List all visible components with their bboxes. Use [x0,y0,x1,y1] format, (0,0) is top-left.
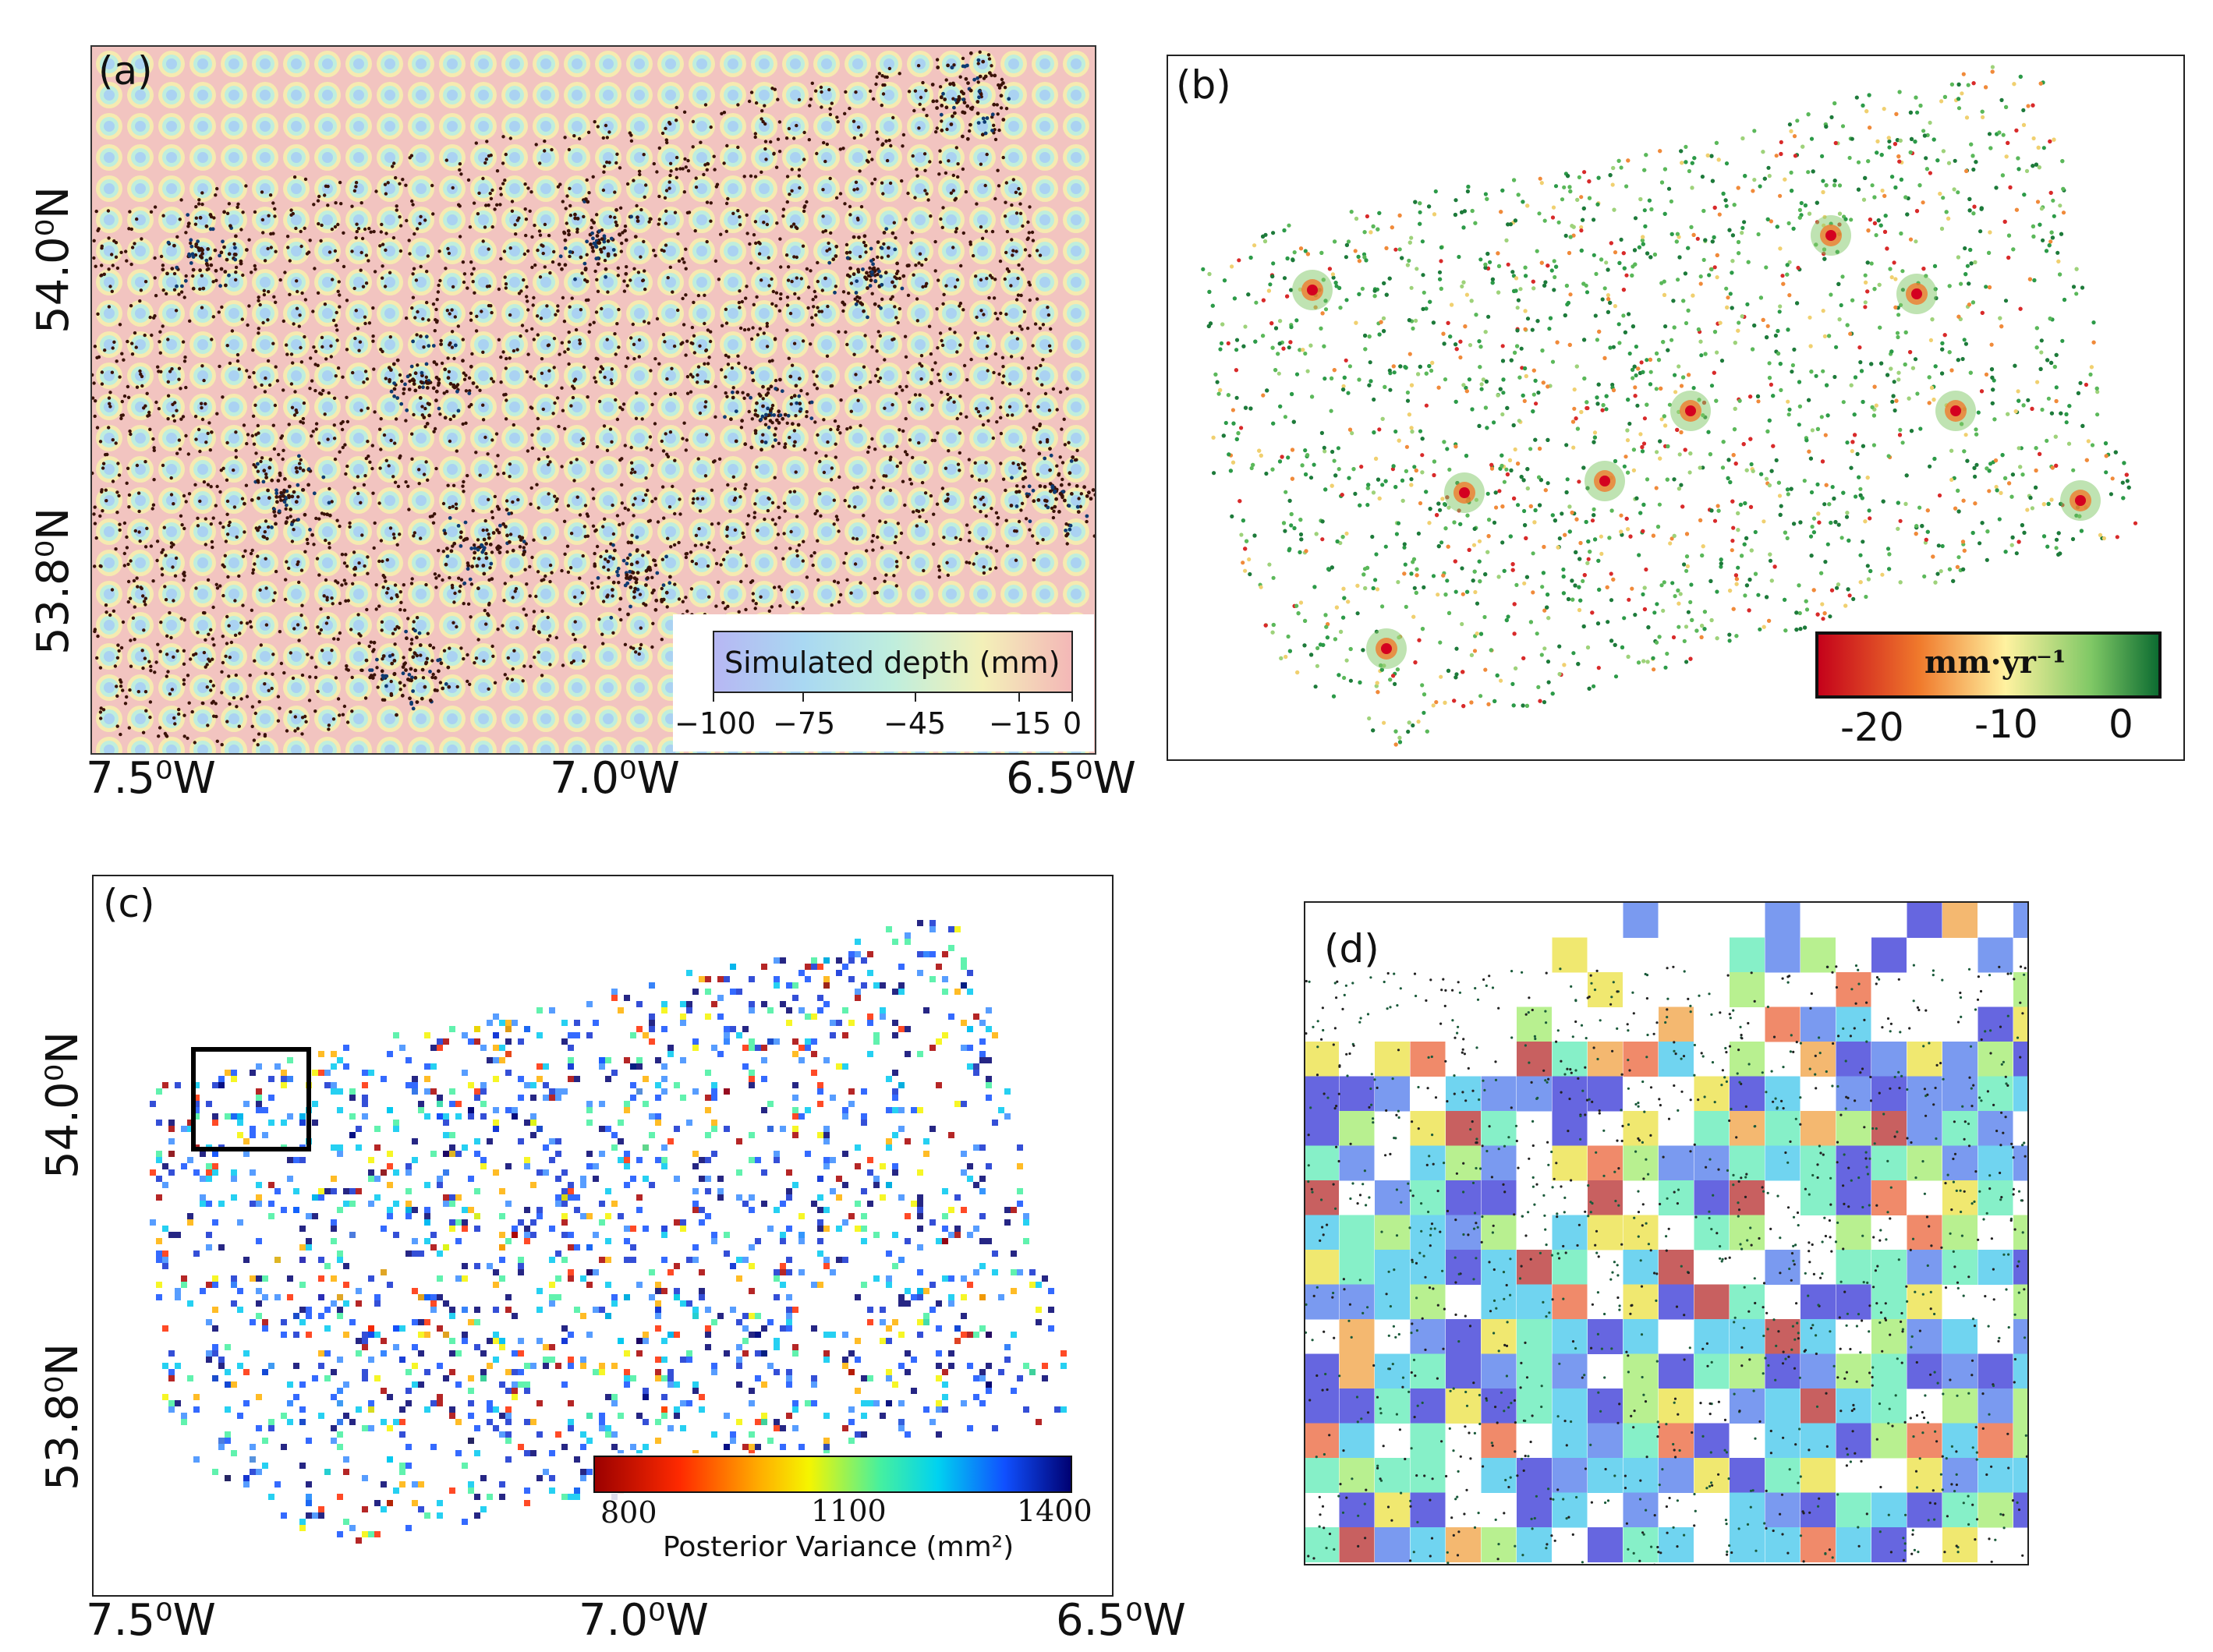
panel-d-points [1305,964,2027,1564]
panel-a-legend-tick-1: −100 [675,706,756,741]
panel-c-colorbar-tick-3: 1400 [1017,1494,1092,1528]
panel-c-colorbar-tick-1: 800 [600,1495,657,1530]
panel-a-legend-tick-5: 0 [1063,706,1082,741]
panel-b: (b) mm·yr⁻¹ -20 -10 0 [1167,55,2185,761]
panel-c-colorbar-tick-2: 1100 [811,1494,887,1528]
panel-c-xtick-2: 7.0⁰W [579,1595,709,1646]
panel-b-colorbar: mm·yr⁻¹ -20 -10 0 [1815,631,2162,758]
panel-a-points [92,50,1095,747]
panel-c-inset-box [191,1047,311,1151]
panel-a: (a) Simulated depth (mm) −100 −75 −45 [90,45,1096,755]
panel-a-xtick-1: 7.5⁰W [86,753,216,804]
panel-b-colorbar-title: mm·yr⁻¹ [1924,644,2066,681]
panel-a-legend-bar [713,631,1073,702]
panel-d-label: (d) [1324,926,1379,971]
panel-c-ytick-2: 53.8⁰N [37,1342,88,1491]
panel-a-ytick-1: 54.0⁰N [28,186,79,334]
panel-b-map [1201,65,2138,747]
panel-c-ytick-1: 54.0⁰N [37,1031,88,1179]
panel-c-cells [150,920,1067,1544]
panel-a-legend-tick-2: −75 [773,706,836,741]
panel-d-grid [1305,903,2027,1564]
panel-d-cells [1305,903,2027,1562]
panel-c-xtick-1: 7.5⁰W [86,1595,216,1646]
panel-b-colorbar-tick-2: -10 [1974,702,2038,747]
panel-c-colorbar-bar [593,1456,1072,1493]
panel-b-colorbar-tick-1: -20 [1840,705,1904,750]
panel-c-colorbar: 800 1100 1400 Posterior Variance (mm²) [593,1453,1092,1578]
panel-c-label: (c) [103,881,155,926]
panel-a-xtick-3: 6.5⁰W [1006,753,1136,804]
panel-a-xtick-2: 7.0⁰W [550,753,680,804]
panel-b-points [1201,65,2138,747]
panel-a-label: (a) [98,48,153,94]
panel-c-colorbar-title: Posterior Variance (mm²) [663,1531,1014,1563]
panel-c-xtick-3: 6.5⁰W [1056,1595,1186,1646]
panel-a-legend-title: Simulated depth (mm) [724,646,1060,680]
panel-b-colorbar-tick-3: 0 [2109,702,2133,747]
panel-a-legend-tick-4: −15 [989,706,1052,741]
panel-c-map [150,920,1067,1544]
panel-b-colorbar-bar [1815,631,2162,699]
panel-a-legend: Simulated depth (mm) −100 −75 −45 −15 0 [673,614,1094,752]
panel-b-label: (b) [1176,62,1231,108]
panel-c: (c) 800 1100 1400 Posterior Variance (mm… [92,875,1114,1597]
panel-a-ytick-2: 53.8⁰N [28,507,79,655]
panel-a-legend-tick-3: −45 [883,706,947,741]
panel-d: (d) [1304,901,2029,1565]
